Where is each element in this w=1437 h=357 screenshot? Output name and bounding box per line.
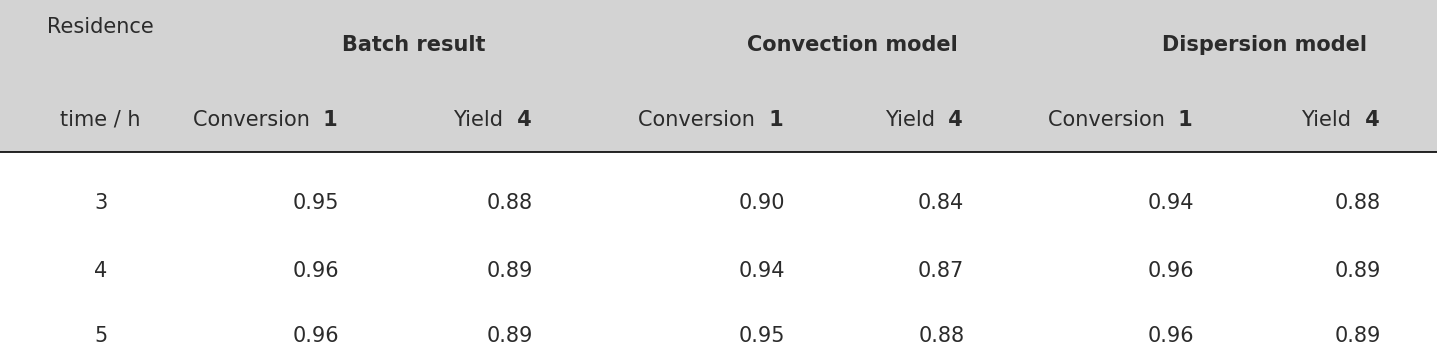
- Text: 0.96: 0.96: [1148, 261, 1194, 281]
- Text: 0.94: 0.94: [739, 261, 785, 281]
- Text: 0.84: 0.84: [918, 193, 964, 213]
- Text: 5: 5: [93, 326, 108, 346]
- Text: Batch result: Batch result: [342, 35, 486, 55]
- Text: 0.89: 0.89: [1335, 261, 1381, 281]
- Text: 0.94: 0.94: [1148, 193, 1194, 213]
- Text: Yield: Yield: [885, 110, 941, 130]
- Text: 0.96: 0.96: [1148, 326, 1194, 346]
- Text: Convection model: Convection model: [747, 35, 957, 55]
- Text: 4: 4: [941, 110, 963, 130]
- Text: 0.95: 0.95: [293, 193, 339, 213]
- FancyBboxPatch shape: [0, 0, 1437, 152]
- Text: 1: 1: [762, 110, 783, 130]
- Text: 1: 1: [1171, 110, 1193, 130]
- Text: 0.96: 0.96: [293, 326, 339, 346]
- Text: time / h: time / h: [60, 110, 141, 130]
- Text: 0.95: 0.95: [739, 326, 785, 346]
- Text: 1: 1: [316, 110, 338, 130]
- Text: 0.90: 0.90: [739, 193, 785, 213]
- Text: 0.88: 0.88: [1335, 193, 1381, 213]
- Text: 4: 4: [1358, 110, 1380, 130]
- Text: 0.89: 0.89: [1335, 326, 1381, 346]
- Text: 0.88: 0.88: [918, 326, 964, 346]
- FancyBboxPatch shape: [0, 152, 1437, 357]
- Text: 0.89: 0.89: [487, 326, 533, 346]
- Text: Conversion: Conversion: [638, 110, 762, 130]
- Text: 0.89: 0.89: [487, 261, 533, 281]
- Text: 0.88: 0.88: [487, 193, 533, 213]
- Text: Yield: Yield: [1302, 110, 1358, 130]
- Text: Conversion: Conversion: [1048, 110, 1171, 130]
- Text: Residence: Residence: [47, 17, 154, 37]
- Text: 4: 4: [510, 110, 532, 130]
- Text: Yield: Yield: [454, 110, 510, 130]
- Text: Conversion: Conversion: [193, 110, 316, 130]
- Text: Dispersion model: Dispersion model: [1163, 35, 1367, 55]
- Text: 0.87: 0.87: [918, 261, 964, 281]
- Text: 3: 3: [93, 193, 108, 213]
- Text: 4: 4: [93, 261, 108, 281]
- Text: 0.96: 0.96: [293, 261, 339, 281]
